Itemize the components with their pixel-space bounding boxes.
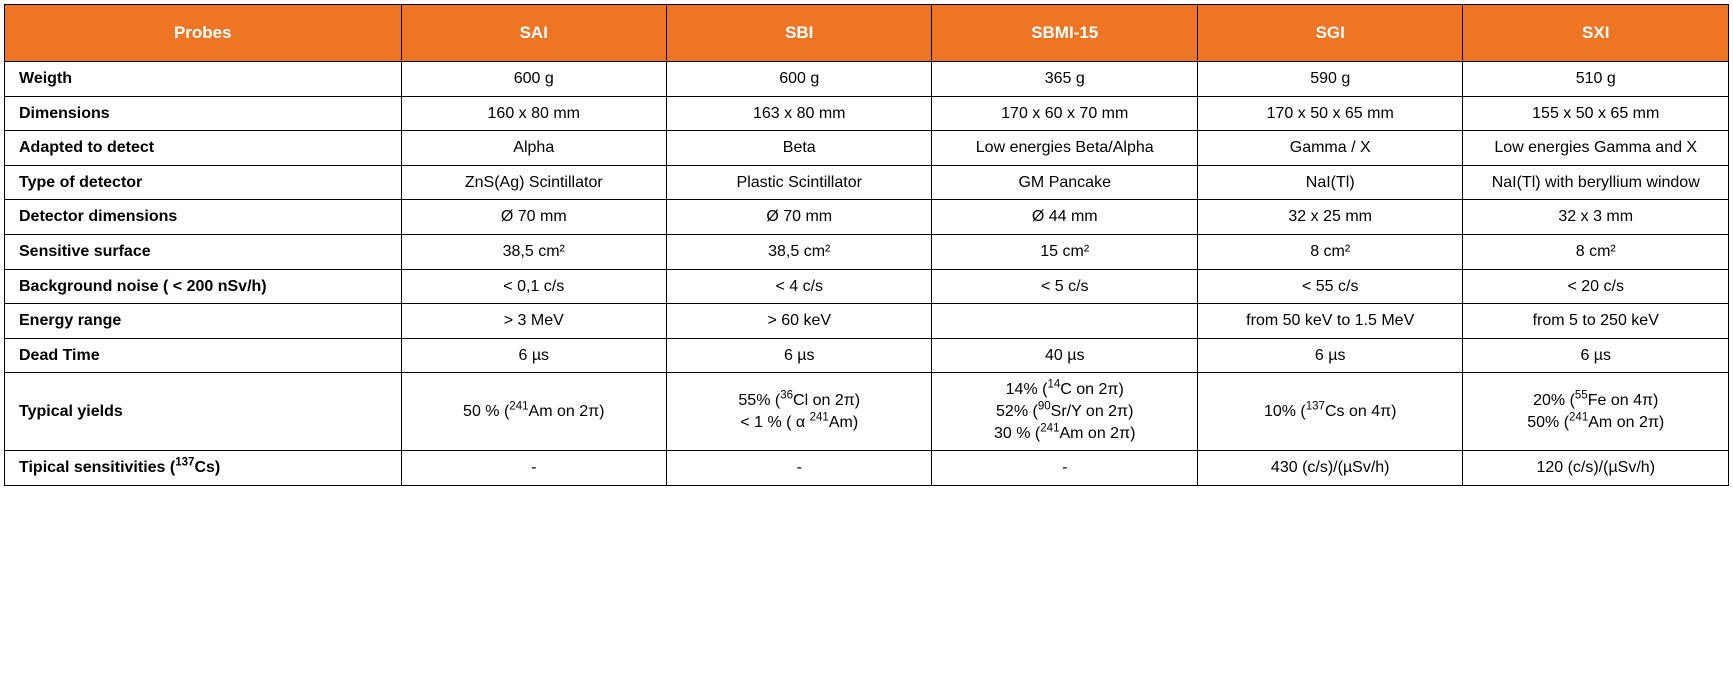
cell: 155 x 50 x 65 mm (1463, 96, 1729, 131)
cell: 170 x 60 x 70 mm (932, 96, 1197, 131)
cell: Gamma / X (1197, 131, 1462, 166)
cell: 6 µs (667, 338, 932, 373)
cell: 6 µs (1197, 338, 1462, 373)
cell: 10% (137Cs on 4π) (1197, 373, 1462, 451)
table-row: Dimensions160 x 80 mm163 x 80 mm170 x 60… (5, 96, 1729, 131)
col-header: SGI (1197, 5, 1462, 62)
cell: 170 x 50 x 65 mm (1197, 96, 1462, 131)
cell: 8 cm² (1197, 234, 1462, 269)
table-body: Weigth600 g600 g365 g590 g510 gDimension… (5, 62, 1729, 486)
row-label: Dimensions (5, 96, 402, 131)
cell: 32 x 3 mm (1463, 200, 1729, 235)
cell: 8 cm² (1463, 234, 1729, 269)
cell: 163 x 80 mm (667, 96, 932, 131)
cell: from 50 keV to 1.5 MeV (1197, 304, 1462, 339)
col-header: SBI (667, 5, 932, 62)
cell: < 0,1 c/s (401, 269, 666, 304)
cell: Plastic Scintillator (667, 165, 932, 200)
row-label: Weigth (5, 62, 402, 97)
cell: 14% (14C on 2π)52% (90Sr/Y on 2π)30 % (2… (932, 373, 1197, 451)
cell: Ø 70 mm (667, 200, 932, 235)
cell: > 60 keV (667, 304, 932, 339)
cell: 15 cm² (932, 234, 1197, 269)
row-label: Typical yields (5, 373, 402, 451)
cell: < 4 c/s (667, 269, 932, 304)
table-row: Tipical sensitivities (137Cs)---430 (c/s… (5, 451, 1729, 486)
cell: > 3 MeV (401, 304, 666, 339)
cell: - (401, 451, 666, 486)
cell: Beta (667, 131, 932, 166)
col-header: SBMI-15 (932, 5, 1197, 62)
row-label: Type of detector (5, 165, 402, 200)
cell: 38,5 cm² (667, 234, 932, 269)
col-header: SXI (1463, 5, 1729, 62)
cell: < 55 c/s (1197, 269, 1462, 304)
cell: 510 g (1463, 62, 1729, 97)
cell: Alpha (401, 131, 666, 166)
cell: 38,5 cm² (401, 234, 666, 269)
table-row: Adapted to detectAlphaBetaLow energies B… (5, 131, 1729, 166)
cell: 6 µs (401, 338, 666, 373)
cell: Low energies Beta/Alpha (932, 131, 1197, 166)
table-row: Detector dimensionsØ 70 mmØ 70 mmØ 44 mm… (5, 200, 1729, 235)
cell: - (667, 451, 932, 486)
cell: NaI(Tl) with beryllium window (1463, 165, 1729, 200)
cell: 40 µs (932, 338, 1197, 373)
cell (932, 304, 1197, 339)
cell: 32 x 25 mm (1197, 200, 1462, 235)
cell: NaI(Tl) (1197, 165, 1462, 200)
table-row: Background noise ( < 200 nSv/h)< 0,1 c/s… (5, 269, 1729, 304)
cell: < 5 c/s (932, 269, 1197, 304)
cell: GM Pancake (932, 165, 1197, 200)
row-label: Adapted to detect (5, 131, 402, 166)
cell: 590 g (1197, 62, 1462, 97)
table-row: Sensitive surface38,5 cm²38,5 cm²15 cm²8… (5, 234, 1729, 269)
cell: ZnS(Ag) Scintillator (401, 165, 666, 200)
probes-spec-table: Probes SAI SBI SBMI-15 SGI SXI Weigth600… (4, 4, 1729, 486)
table-row: Dead Time6 µs6 µs40 µs6 µs6 µs (5, 338, 1729, 373)
table-header-row: Probes SAI SBI SBMI-15 SGI SXI (5, 5, 1729, 62)
cell: Ø 44 mm (932, 200, 1197, 235)
cell: 600 g (667, 62, 932, 97)
cell: < 20 c/s (1463, 269, 1729, 304)
row-label: Background noise ( < 200 nSv/h) (5, 269, 402, 304)
col-header: SAI (401, 5, 666, 62)
cell: 120 (c/s)/(µSv/h) (1463, 451, 1729, 486)
cell: 6 µs (1463, 338, 1729, 373)
cell: - (932, 451, 1197, 486)
table-row: Typical yields50 % (241Am on 2π)55% (36C… (5, 373, 1729, 451)
cell: Ø 70 mm (401, 200, 666, 235)
cell: Low energies Gamma and X (1463, 131, 1729, 166)
table-row: Energy range> 3 MeV> 60 keV from 50 keV t… (5, 304, 1729, 339)
cell: 50 % (241Am on 2π) (401, 373, 666, 451)
cell: from 5 to 250 keV (1463, 304, 1729, 339)
table-row: Weigth600 g600 g365 g590 g510 g (5, 62, 1729, 97)
table-row: Type of detectorZnS(Ag) ScintillatorPlas… (5, 165, 1729, 200)
cell: 55% (36Cl on 2π)< 1 % ( α 241Am) (667, 373, 932, 451)
cell: 430 (c/s)/(µSv/h) (1197, 451, 1462, 486)
cell: 600 g (401, 62, 666, 97)
row-label: Detector dimensions (5, 200, 402, 235)
row-label: Tipical sensitivities (137Cs) (5, 451, 402, 486)
row-label: Sensitive surface (5, 234, 402, 269)
cell: 20% (55Fe on 4π)50% (241Am on 2π) (1463, 373, 1729, 451)
col-header: Probes (5, 5, 402, 62)
cell: 160 x 80 mm (401, 96, 666, 131)
cell: 365 g (932, 62, 1197, 97)
row-label: Dead Time (5, 338, 402, 373)
row-label: Energy range (5, 304, 402, 339)
